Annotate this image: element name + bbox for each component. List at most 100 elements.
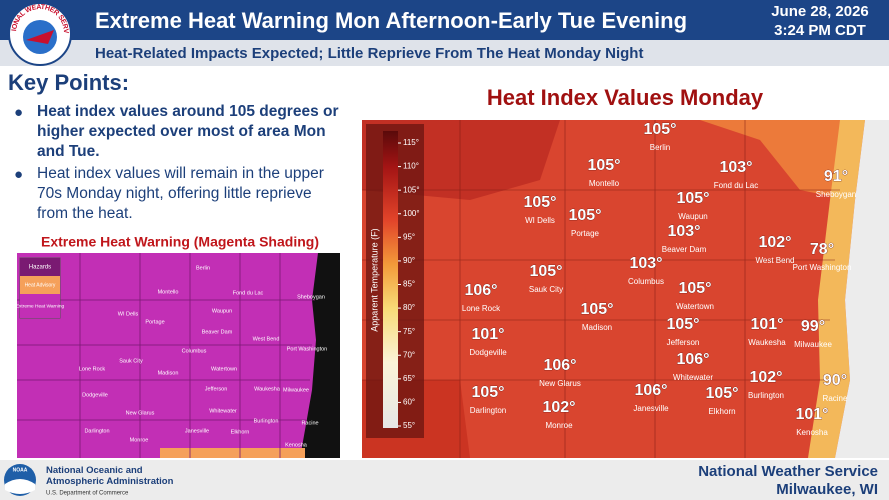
heat-index-value: 106° (543, 357, 576, 374)
city-label: Sauk City (119, 358, 143, 364)
county-lines (17, 253, 315, 458)
city-label: Racine (823, 394, 848, 403)
city-label: Waukesha (748, 338, 786, 347)
department: U.S. Department of Commerce (46, 491, 129, 497)
city-label: Columbus (182, 348, 207, 354)
city-label: Racine (301, 420, 318, 426)
city-label: Lone Rock (462, 304, 501, 313)
heat-index-value: 105° (471, 384, 504, 401)
city-label: West Bend (253, 336, 280, 342)
city-label: Fond du Lac (233, 290, 264, 296)
heat-index-value: 105° (587, 157, 620, 174)
city-label: Burlington (748, 391, 784, 400)
date: June 28, 2026 (771, 3, 869, 20)
noaa-logo-text: NOAA (13, 467, 28, 473)
heat-index-value: 106° (676, 351, 709, 368)
city-label: Madison (158, 370, 179, 376)
heat-index-value: 90° (823, 372, 847, 389)
city-label: Dodgeville (469, 348, 507, 357)
city-label: Port Washington (287, 346, 327, 352)
colorbar-tick-label: 65° (403, 374, 415, 383)
city-label: Port Washington (793, 263, 852, 272)
colorbar-tick-label: 115° (403, 138, 419, 147)
header-bar (0, 0, 889, 40)
city-label: Whitewater (673, 373, 713, 382)
bullet: Heat index values around 105 degrees or … (37, 103, 339, 160)
city-label: Madison (582, 323, 612, 332)
bullet: Heat index values will remain in the upp… (37, 165, 324, 222)
city-label: WI Dells (525, 216, 555, 225)
city-label: Dodgeville (82, 392, 108, 398)
city-label: Burlington (254, 418, 279, 424)
heat-index-value: 105° (568, 207, 601, 224)
heat-index-value: 105° (529, 263, 562, 280)
county-lines (362, 120, 840, 458)
legend-hazards (20, 258, 60, 276)
city-label: Monroe (545, 421, 573, 430)
warning-map-title: Extreme Heat Warning (Magenta Shading) (41, 234, 319, 250)
city-label: Watertown (211, 366, 237, 372)
heat-index-value: 106° (634, 382, 667, 399)
city-label: Portage (145, 319, 164, 325)
bullet-dot: ● (14, 104, 24, 121)
city-label: Berlin (196, 265, 210, 271)
warning-map (17, 253, 340, 458)
legend-label: Extreme Heat Warning (16, 303, 65, 309)
subtitle-bar (0, 40, 889, 66)
title: Extreme Heat Warning Mon Afternoon-Early… (95, 8, 687, 33)
footer-bar (0, 460, 889, 500)
nws-logo-mark (26, 30, 54, 44)
heat-index-value: 105° (643, 121, 676, 138)
city-label: WI Dells (118, 311, 139, 317)
colorbar-label: Apparent Temperature (F) (369, 228, 379, 331)
city-label: Berlin (650, 143, 670, 152)
colorbar-tick-label: 80° (403, 303, 415, 312)
colorbar-tick-label: 60° (403, 398, 415, 407)
heat-index-value: 102° (542, 399, 575, 416)
heat-index-value: 99° (801, 318, 825, 335)
city-label: Montello (158, 289, 179, 295)
city-label: Elkhorn (231, 429, 250, 435)
noaa-logo-wave (5, 479, 35, 494)
city-label: Janesville (185, 428, 209, 434)
legend-label: Hazards (29, 265, 51, 271)
city-label: Kenosha (285, 442, 308, 448)
lake (835, 120, 889, 458)
city-label: Monroe (130, 437, 149, 443)
heat-index-value: 101° (471, 326, 504, 343)
heat-index-value: 105° (678, 280, 711, 297)
heat-index-value: 105° (666, 316, 699, 333)
advisory-area (160, 448, 305, 458)
city-label: Kenosha (796, 428, 828, 437)
heat-index-value: 106° (464, 282, 497, 299)
heat-index-value: 101° (795, 406, 828, 423)
city-label: Janesville (633, 404, 669, 413)
city-label: Milwaukee (283, 387, 309, 393)
office: National Weather Service (698, 463, 878, 480)
colorbar-tick-label: 75° (403, 327, 415, 336)
city-label: Columbus (628, 277, 664, 286)
colorbar-tick-label: 100° (403, 209, 420, 218)
colorbar-tick-label: 95° (403, 232, 415, 241)
heat-zone (700, 120, 860, 200)
heat-index-value: 105° (676, 190, 709, 207)
colorbar-tick-label: 90° (403, 256, 415, 265)
city-label: West Bend (756, 256, 795, 265)
heat-index-value: 105° (523, 194, 556, 211)
subtitle: Heat-Related Impacts Expected; Little Re… (95, 45, 643, 62)
city-label: Beaver Dam (662, 245, 707, 254)
heat-index-value: 102° (758, 234, 791, 251)
heat-index-value: 105° (705, 385, 738, 402)
heat-index-value: 103° (719, 159, 752, 176)
bullet-dot: ● (14, 166, 24, 183)
lake (300, 253, 340, 458)
city-label: Montello (589, 179, 620, 188)
legend-label: Heat Advisory (25, 282, 56, 288)
city-label: Watertown (676, 302, 714, 311)
city-label: Jefferson (205, 386, 228, 392)
city-label: Darlington (84, 428, 109, 434)
city-label: Waukesha (254, 386, 281, 392)
city-label: Sauk City (529, 285, 563, 294)
